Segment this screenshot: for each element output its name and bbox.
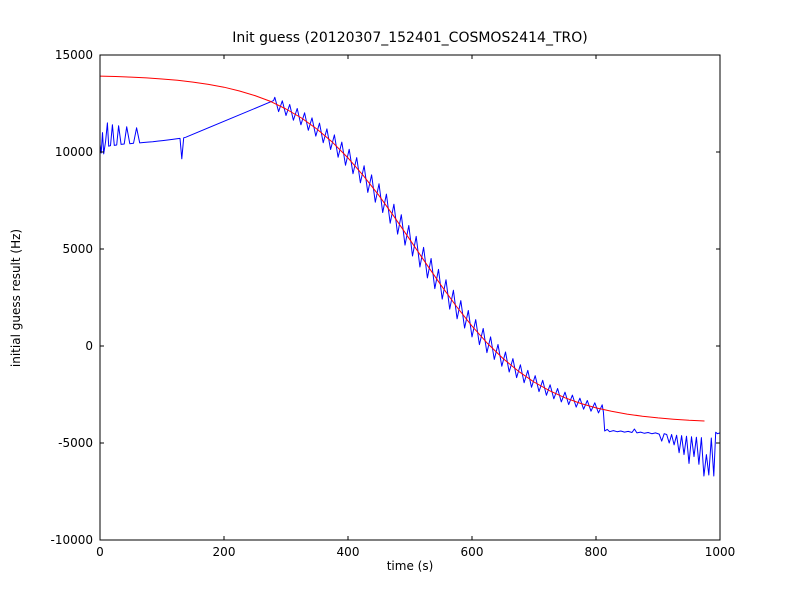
x-tick-label: 800	[585, 545, 608, 559]
series-model-fit	[99, 75, 705, 422]
x-tick-label: 0	[96, 545, 104, 559]
y-tick-label: 5000	[62, 242, 93, 256]
x-axis-label: time (s)	[386, 559, 434, 573]
x-tick-label: 200	[213, 545, 236, 559]
y-tick-label: 15000	[55, 48, 93, 62]
y-tick-label: -5000	[58, 436, 93, 450]
series-initial-guess-data	[99, 96, 721, 477]
y-tick-label: -10000	[50, 533, 93, 547]
y-tick-label: 0	[85, 339, 93, 353]
chart-title: Init guess (20120307_152401_COSMOS2414_T…	[232, 30, 588, 46]
y-tick-label: 10000	[55, 145, 93, 159]
axes-frame	[99, 54, 721, 541]
x-tick-label: 400	[337, 545, 360, 559]
x-tick-label: 600	[461, 545, 484, 559]
x-tick-label: 1000	[705, 545, 736, 559]
